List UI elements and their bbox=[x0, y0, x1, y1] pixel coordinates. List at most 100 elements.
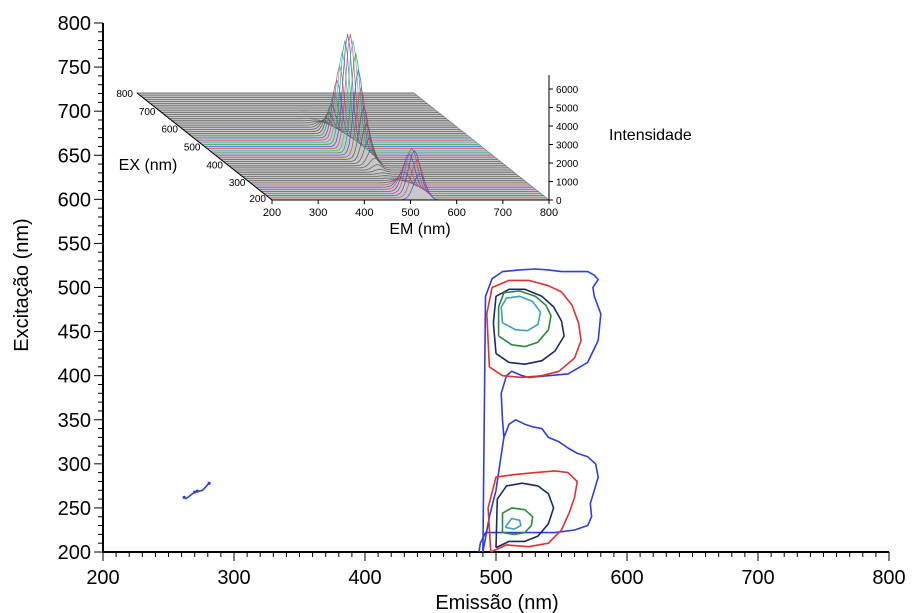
contour-dot bbox=[195, 489, 199, 493]
surface-line bbox=[269, 159, 547, 199]
surface-line bbox=[201, 40, 479, 145]
surface-line bbox=[236, 168, 514, 173]
inset-z-tick-label: 4000 bbox=[556, 122, 579, 133]
inset-em-tick-label: 500 bbox=[401, 207, 419, 219]
inset-y-label: EX (nm) bbox=[119, 157, 178, 174]
surface-line bbox=[174, 120, 452, 124]
surface-inset: 200 300 400 500 600 700 8003004005006007008002… bbox=[116, 33, 692, 238]
inset-z-tick-label: 3000 bbox=[556, 141, 579, 152]
y-tick-label: 700 bbox=[58, 101, 91, 123]
contour-line-9 bbox=[501, 507, 534, 536]
inset-z-tick-label: 0 bbox=[556, 196, 562, 207]
surface-line bbox=[239, 172, 517, 175]
y-tick-label: 550 bbox=[58, 233, 91, 255]
y-tick-label: 450 bbox=[58, 322, 91, 344]
inset-ex-tick-label: 400 bbox=[206, 160, 223, 171]
y-tick-label: 300 bbox=[58, 454, 91, 476]
inset-z-tick-label: 1000 bbox=[556, 178, 579, 189]
contour-line-4 bbox=[492, 288, 565, 366]
inset-em-tick-label: 600 bbox=[447, 207, 465, 219]
surface-line bbox=[223, 123, 501, 162]
contour-line-5 bbox=[497, 290, 552, 348]
y-tick-label: 200 bbox=[58, 542, 91, 564]
surface-line bbox=[228, 149, 506, 167]
contour-line-1 bbox=[482, 268, 602, 553]
inset-z-tick-label: 6000 bbox=[556, 85, 579, 96]
x-tick-label: 300 bbox=[217, 567, 250, 589]
contour-dot bbox=[193, 490, 197, 494]
surface-line bbox=[250, 179, 528, 184]
surface-line bbox=[242, 175, 520, 177]
surface-line bbox=[245, 177, 522, 180]
y-tick-label: 750 bbox=[58, 57, 91, 79]
surface-line bbox=[247, 179, 525, 182]
surface-line bbox=[207, 33, 485, 150]
surface-line bbox=[191, 92, 468, 137]
inset-em-tick-label: 700 bbox=[494, 207, 512, 219]
inset-ex-tick-label: 700 bbox=[139, 107, 156, 118]
inset-z-label: Intensidade bbox=[609, 127, 692, 144]
inset-z-tick-label: 2000 bbox=[556, 159, 579, 170]
y-tick-label: 600 bbox=[58, 189, 91, 211]
surface-line bbox=[177, 121, 455, 126]
contour-line-3 bbox=[485, 279, 582, 379]
contour-line-2 bbox=[478, 418, 600, 553]
x-tick-label: 800 bbox=[872, 567, 905, 589]
surface-line bbox=[255, 171, 533, 188]
x-tick-label: 500 bbox=[479, 567, 512, 589]
x-tick-label: 700 bbox=[741, 567, 774, 589]
y-tick-label: 400 bbox=[58, 366, 91, 388]
surface-line bbox=[261, 153, 539, 192]
surface-line bbox=[199, 51, 477, 143]
inset-x-label: EM (nm) bbox=[389, 221, 450, 238]
surface-line bbox=[180, 120, 458, 128]
inset-em-tick-label: 300 bbox=[309, 207, 327, 219]
inset-ex-tick-label: 800 bbox=[116, 89, 133, 100]
contour-dot bbox=[207, 481, 211, 485]
surface-line bbox=[204, 34, 482, 147]
inset-z-tick-label: 5000 bbox=[556, 104, 579, 115]
inset-ex-tick-label: 600 bbox=[161, 125, 178, 136]
surface-line bbox=[172, 119, 450, 122]
y-tick-label: 350 bbox=[58, 410, 91, 432]
contour-line-7 bbox=[487, 470, 579, 553]
y-tick-label: 650 bbox=[58, 145, 91, 167]
surface-line bbox=[215, 69, 493, 156]
inset-tick-labels: 200 300 400 500 600 700 8003004005006007008002… bbox=[116, 85, 578, 219]
surface-line bbox=[234, 164, 512, 171]
inset-ex-tick-label: 500 bbox=[184, 143, 201, 154]
inset-em-tick-label: 200 bbox=[263, 207, 281, 219]
x-tick-label: 400 bbox=[348, 567, 381, 589]
surface-line bbox=[212, 52, 490, 154]
inset-axes bbox=[136, 75, 553, 204]
y-tick-label: 500 bbox=[58, 278, 91, 300]
surface-line bbox=[253, 177, 531, 186]
inset-ex-tick-label: 200 bbox=[249, 194, 266, 205]
main-tick-labels: 200 300 400 500 600 700 800 200 250 300 350 400 450 5… bbox=[58, 13, 906, 589]
contour-line-8 bbox=[495, 482, 555, 549]
inset-em-tick-label: 400 bbox=[355, 207, 373, 219]
contour-plot: 200 300 400 500 600 700 800 200 250 300 350 400 450 5… bbox=[11, 13, 906, 613]
surface-line bbox=[263, 147, 541, 195]
surface-line bbox=[231, 157, 509, 169]
inset-ex-axis bbox=[136, 92, 273, 201]
contour-line-10 bbox=[504, 517, 522, 530]
y-tick-label: 800 bbox=[58, 13, 91, 35]
surface-line bbox=[226, 137, 504, 165]
surface-line bbox=[209, 40, 487, 152]
x-axis-label: Emissão (nm) bbox=[435, 592, 558, 613]
surface-line bbox=[188, 103, 466, 135]
surface-line bbox=[182, 117, 460, 130]
surface-line bbox=[220, 105, 498, 160]
y-tick-label: 250 bbox=[58, 498, 91, 520]
contour-dot bbox=[182, 495, 186, 499]
surface-line bbox=[196, 64, 474, 141]
surface-line bbox=[218, 86, 495, 158]
y-axis-label: Excitação (nm) bbox=[11, 218, 33, 351]
surface-line bbox=[193, 78, 471, 139]
x-tick-label: 200 bbox=[86, 567, 119, 589]
inset-em-tick-label: 800 bbox=[540, 207, 558, 219]
contour-lines bbox=[182, 268, 602, 553]
main-tick-marks bbox=[94, 22, 890, 561]
